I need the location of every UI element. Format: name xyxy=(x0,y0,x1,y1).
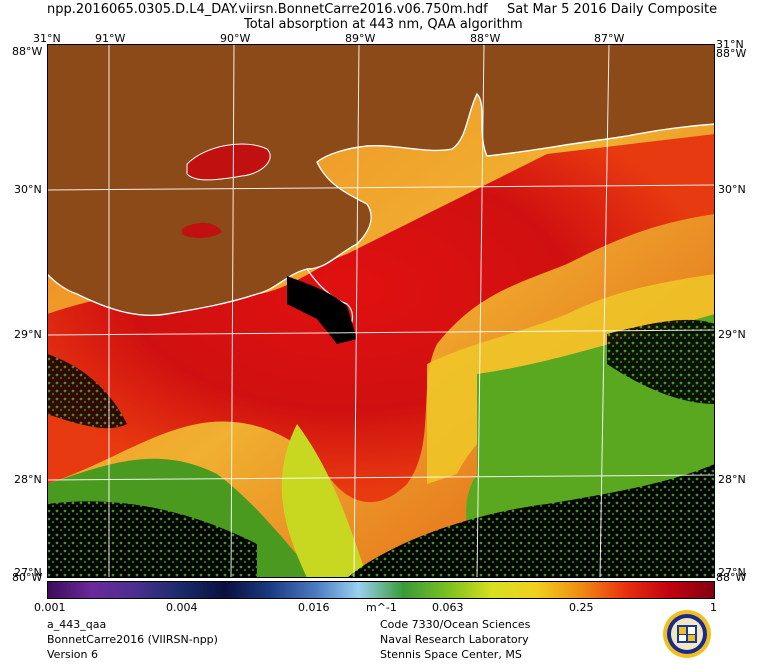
composite-date: Sat Mar 5 2016 Daily Composite xyxy=(507,2,718,17)
top-lon-label: 89°W xyxy=(345,32,376,45)
cloud-mask-e xyxy=(607,319,715,404)
right-lat-label: 27°N xyxy=(718,566,746,579)
corner-lon-label: 88°W xyxy=(12,45,43,58)
top-lon-label: 91°W xyxy=(95,32,126,45)
delta-shadow xyxy=(287,276,357,344)
yellow-tongue xyxy=(281,424,367,578)
colorbar-tick: 1 xyxy=(710,601,717,614)
coastline xyxy=(47,92,715,316)
left-lat-label: 28°N xyxy=(14,473,42,486)
river-plume xyxy=(47,134,715,503)
corner-lat-label: 31°N xyxy=(716,38,744,51)
cloud-mask-sw xyxy=(47,501,257,578)
colorbar-units: m^-1 xyxy=(366,601,397,614)
land-mass xyxy=(47,44,715,316)
footer-org-code: Code 7330/Ocean Sciences xyxy=(380,618,531,631)
cloud-mask-w xyxy=(47,354,127,429)
footer-product-name: a_443_qaa xyxy=(47,618,107,631)
top-lon-label: 87°W xyxy=(594,32,625,45)
colorbar-tick: 0.063 xyxy=(432,601,464,614)
colorbar-tick: 0.016 xyxy=(298,601,330,614)
colorbar xyxy=(47,581,715,599)
product-title: Total absorption at 443 nm, QAA algorith… xyxy=(244,17,523,32)
left-lat-label: 27°N xyxy=(14,566,42,579)
footer-dataset-name: BonnetCarre2016 (VIIRSN-npp) xyxy=(47,633,218,646)
lake-shore xyxy=(186,143,271,181)
footer-org-location: Stennis Space Center, MS xyxy=(380,648,522,661)
corner-lon-label: 88°W xyxy=(716,571,747,584)
left-lat-label: 30°N xyxy=(14,183,42,196)
colorbar-tick: 0.001 xyxy=(34,601,66,614)
absorption-map xyxy=(47,44,715,578)
top-lon-label: 90°W xyxy=(220,32,251,45)
right-lat-label: 30°N xyxy=(718,183,746,196)
colorbar-tick: 0.004 xyxy=(166,601,198,614)
graticule xyxy=(47,44,715,578)
lake-small xyxy=(182,222,222,238)
filename-title: npp.2016065.0305.D.L4_DAY.viirsn.BonnetC… xyxy=(47,2,488,17)
footer-org-name: Naval Research Laboratory xyxy=(380,633,529,646)
corner-lat-label: 31°N xyxy=(33,32,61,45)
lake-pontchartrain xyxy=(187,144,271,180)
corner-lon-label: 80°W xyxy=(12,571,43,584)
left-lat-label: 29°N xyxy=(14,328,42,341)
nrl-seal-logo xyxy=(663,610,711,658)
right-lat-label: 29°N xyxy=(718,328,746,341)
corner-lon-label: 88°W xyxy=(716,47,747,60)
cloud-mask-s xyxy=(347,464,715,578)
colorbar-tick: 0.25 xyxy=(569,601,594,614)
right-lat-label: 28°N xyxy=(718,473,746,486)
footer-version: Version 6 xyxy=(47,648,98,661)
top-lon-label: 88°W xyxy=(470,32,501,45)
